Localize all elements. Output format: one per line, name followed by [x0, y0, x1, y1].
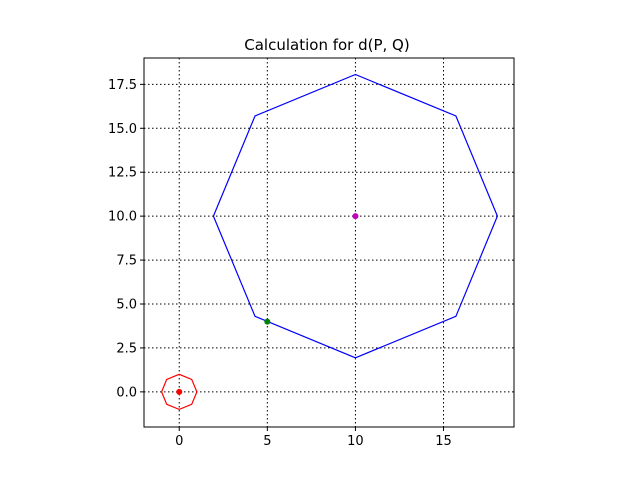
- y-tick-label: 12.5: [108, 166, 137, 181]
- scatter-point: [176, 388, 183, 395]
- y-tick-label: 7.5: [116, 254, 137, 269]
- ticks-layer: 0 5 10 15 0.0 2.5 5.0 7.5 10.0 12.5 15.0 17.5: [108, 78, 452, 449]
- scatter-point: [264, 318, 271, 325]
- octagon-outline: [160, 373, 198, 411]
- y-tick-label: 17.5: [108, 78, 137, 93]
- octagon-outline: [212, 73, 499, 359]
- x-tick-label: 5: [263, 434, 271, 449]
- chart-title: Calculation for d(P, Q): [244, 36, 409, 54]
- y-tick-label: 15.0: [108, 122, 137, 137]
- grid-layer: [144, 58, 514, 427]
- y-tick-label: 0.0: [116, 385, 137, 400]
- scatter-point: [352, 213, 359, 220]
- plot-frame: [143, 57, 515, 428]
- y-tick-label: 2.5: [116, 341, 137, 356]
- y-tick-label: 5.0: [116, 298, 137, 313]
- points-layer: [176, 213, 359, 395]
- polygon-layer: [160, 73, 499, 411]
- x-tick-label: 15: [435, 434, 452, 449]
- x-tick-label: 0: [175, 434, 183, 449]
- y-tick-label: 10.0: [108, 210, 137, 225]
- x-tick-label: 10: [347, 434, 364, 449]
